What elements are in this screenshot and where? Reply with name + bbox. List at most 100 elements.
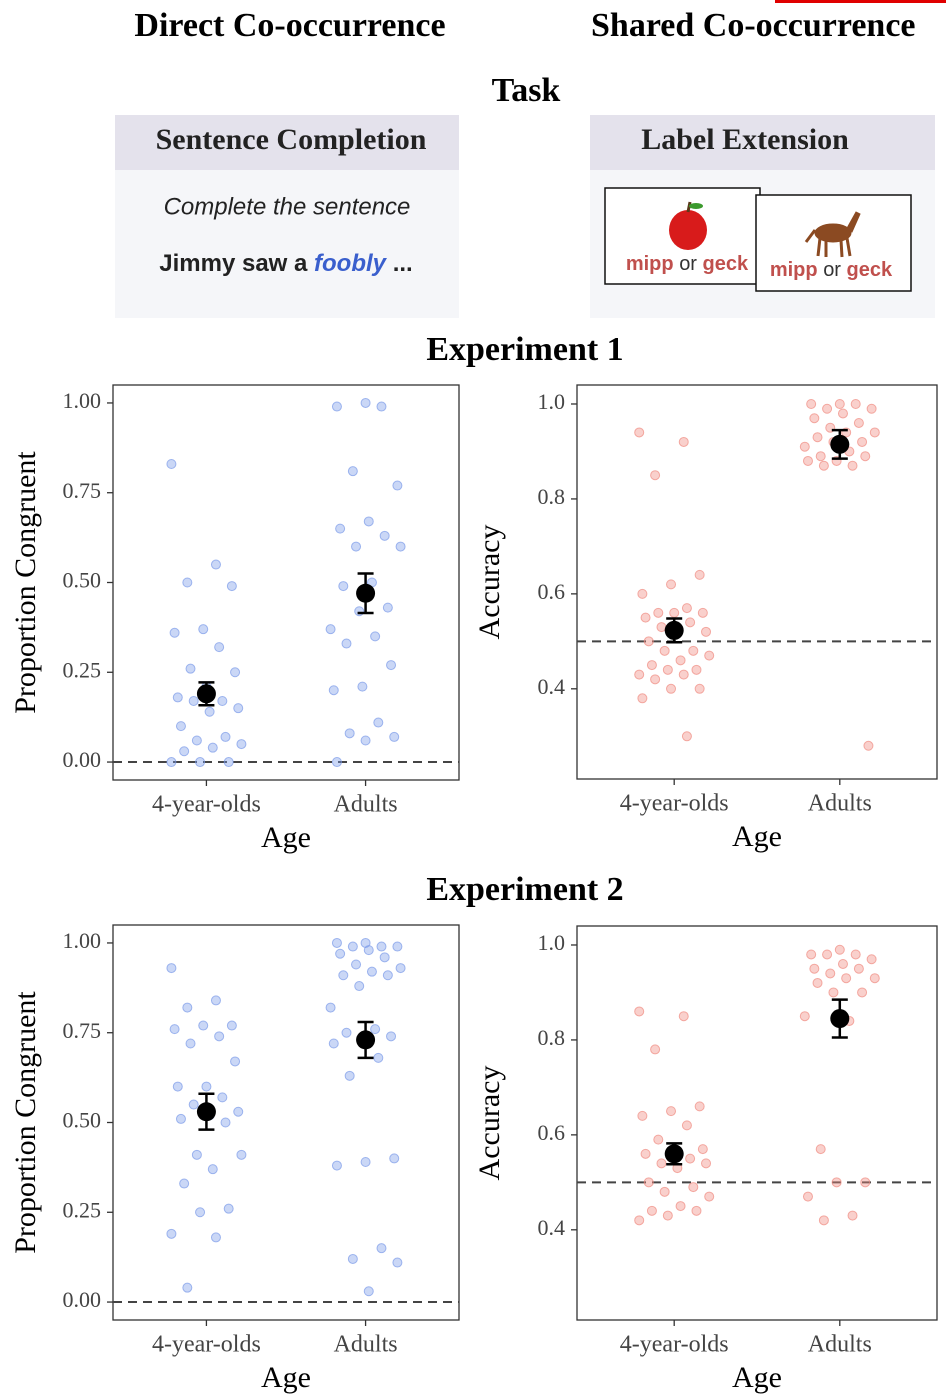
data-point	[697, 1144, 708, 1155]
x-axis-label: Age	[732, 820, 782, 853]
data-point	[363, 945, 374, 956]
data-point	[656, 622, 667, 633]
task-title: Task	[492, 72, 561, 109]
example-word: foobly	[314, 250, 388, 277]
data-point	[659, 645, 670, 656]
y-tick-label: 0.00	[63, 1287, 102, 1312]
data-point	[837, 408, 848, 419]
mean-point	[356, 583, 376, 603]
experiment-title: Experiment 1	[426, 331, 623, 368]
example-text: Jimmy saw a	[159, 250, 308, 277]
data-point	[182, 577, 193, 588]
data-point	[363, 1286, 374, 1297]
data-point	[809, 413, 820, 424]
data-point	[223, 757, 234, 768]
data-point	[195, 757, 206, 768]
data-point	[637, 693, 648, 704]
mean-point	[664, 620, 684, 640]
data-point	[331, 937, 342, 948]
plot-frame	[576, 925, 938, 1321]
data-point	[188, 696, 199, 706]
data-point	[853, 417, 864, 428]
data-point	[650, 674, 661, 685]
data-point	[210, 559, 221, 570]
mean-point	[196, 684, 216, 704]
data-point	[818, 1215, 829, 1226]
data-point	[659, 1186, 670, 1197]
data-point	[166, 757, 177, 768]
data-point	[646, 660, 657, 671]
data-point	[338, 970, 349, 981]
data-point	[214, 1031, 225, 1042]
data-point	[182, 1282, 193, 1293]
data-point	[685, 1153, 696, 1164]
data-point	[188, 1099, 199, 1110]
y-tick-label: 1.0	[538, 389, 566, 414]
data-point	[360, 1157, 371, 1167]
data-point	[233, 703, 244, 714]
data-point	[857, 987, 868, 998]
data-point	[666, 579, 677, 590]
data-point	[863, 740, 874, 751]
data-point	[210, 1232, 221, 1243]
data-point	[675, 1201, 686, 1212]
data-point	[694, 1101, 705, 1112]
data-point	[226, 1020, 237, 1031]
data-point	[392, 480, 403, 491]
data-point	[806, 949, 817, 960]
data-point	[366, 966, 377, 977]
apple-icon	[669, 201, 707, 250]
data-point	[634, 669, 645, 680]
label-or: or	[823, 259, 841, 281]
x-axis-label: Age	[261, 1361, 311, 1394]
data-point	[386, 1031, 397, 1042]
data-point	[347, 466, 358, 477]
y-tick-label: 0.6	[538, 579, 566, 604]
data-point	[185, 1038, 196, 1049]
y-tick-label: 1.0	[538, 930, 566, 955]
data-point	[688, 645, 699, 656]
data-point	[392, 1257, 403, 1268]
x-axis-label: Age	[732, 1361, 782, 1394]
data-point	[185, 663, 196, 674]
data-point	[169, 627, 180, 638]
task-name: Label Extension	[641, 123, 849, 156]
x-tick-label: Adults	[334, 792, 398, 818]
data-point	[172, 1081, 183, 1092]
header-left: Direct Co-occurrence	[134, 7, 445, 44]
y-tick-label: 0.4	[538, 1215, 566, 1240]
data-point	[175, 1113, 186, 1124]
data-point	[850, 949, 861, 960]
data-point	[662, 664, 673, 675]
data-point	[182, 1002, 193, 1013]
data-point	[850, 398, 861, 409]
x-tick-label: Adults	[334, 1332, 398, 1358]
data-point	[834, 398, 845, 409]
mean-point	[356, 1030, 376, 1050]
data-point	[701, 626, 712, 637]
data-point	[822, 949, 833, 960]
data-point	[210, 995, 221, 1006]
data-point	[179, 746, 190, 757]
data-point	[335, 948, 346, 959]
plot-frame	[112, 384, 460, 781]
y-tick-label: 0.75	[63, 1018, 102, 1043]
data-point	[370, 1024, 381, 1035]
data-point	[169, 1024, 180, 1035]
data-point	[175, 721, 186, 732]
data-point	[866, 954, 877, 965]
data-point	[675, 655, 686, 666]
y-axis-label: Proportion Congruent	[9, 451, 42, 714]
data-point	[236, 1149, 247, 1160]
data-point	[325, 624, 336, 635]
data-point	[382, 970, 393, 981]
data-point	[395, 963, 406, 974]
red-bar	[775, 0, 946, 3]
data-point	[331, 401, 342, 412]
y-tick-label: 0.4	[538, 674, 566, 699]
data-point	[389, 731, 400, 742]
x-tick-label: Adults	[808, 791, 872, 817]
data-point	[198, 624, 209, 635]
data-point	[204, 706, 215, 717]
data-point	[328, 1038, 339, 1049]
